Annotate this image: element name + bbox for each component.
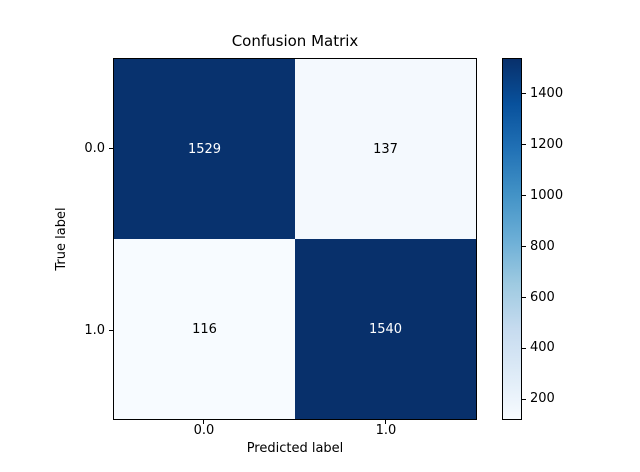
y-tick-mark [109, 148, 113, 149]
colorbar-tick-label: 1200 [530, 137, 564, 152]
colorbar-tick-mark [522, 246, 526, 247]
y-tick-label: 1.0 [84, 323, 105, 338]
colorbar-tick-label: 600 [530, 290, 555, 305]
colorbar-tick-mark [522, 399, 526, 400]
colorbar-tick-mark [522, 144, 526, 145]
colorbar-tick-label: 1400 [530, 86, 564, 101]
x-axis-label: Predicted label [246, 441, 344, 456]
colorbar-tick-mark [522, 93, 526, 94]
y-tick-label: 0.0 [84, 141, 105, 156]
colorbar-tick-mark [522, 297, 526, 298]
colorbar-tick-label: 1000 [530, 188, 564, 203]
colorbar-gradient [502, 58, 522, 420]
matrix-cell-1-1: 1540 [295, 239, 476, 419]
heatmap-plot-area: 1529 137 116 1540 [113, 58, 477, 420]
matrix-cell-1-0: 116 [114, 239, 295, 419]
y-tick-mark [109, 330, 113, 331]
x-tick-mark [203, 420, 204, 424]
colorbar-tick-mark [522, 348, 526, 349]
matrix-cell-0-0: 1529 [114, 59, 295, 239]
matrix-cell-0-1: 137 [295, 59, 476, 239]
x-tick-label: 0.0 [193, 423, 215, 438]
x-tick-label: 1.0 [375, 423, 397, 438]
x-tick-mark [385, 420, 386, 424]
colorbar-tick-label: 200 [530, 391, 555, 406]
chart-title: Confusion Matrix [231, 32, 359, 50]
y-axis-label: True label [54, 207, 69, 271]
colorbar-tick-label: 800 [530, 239, 555, 254]
colorbar-tick-label: 400 [530, 340, 555, 355]
colorbar-tick-mark [522, 195, 526, 196]
